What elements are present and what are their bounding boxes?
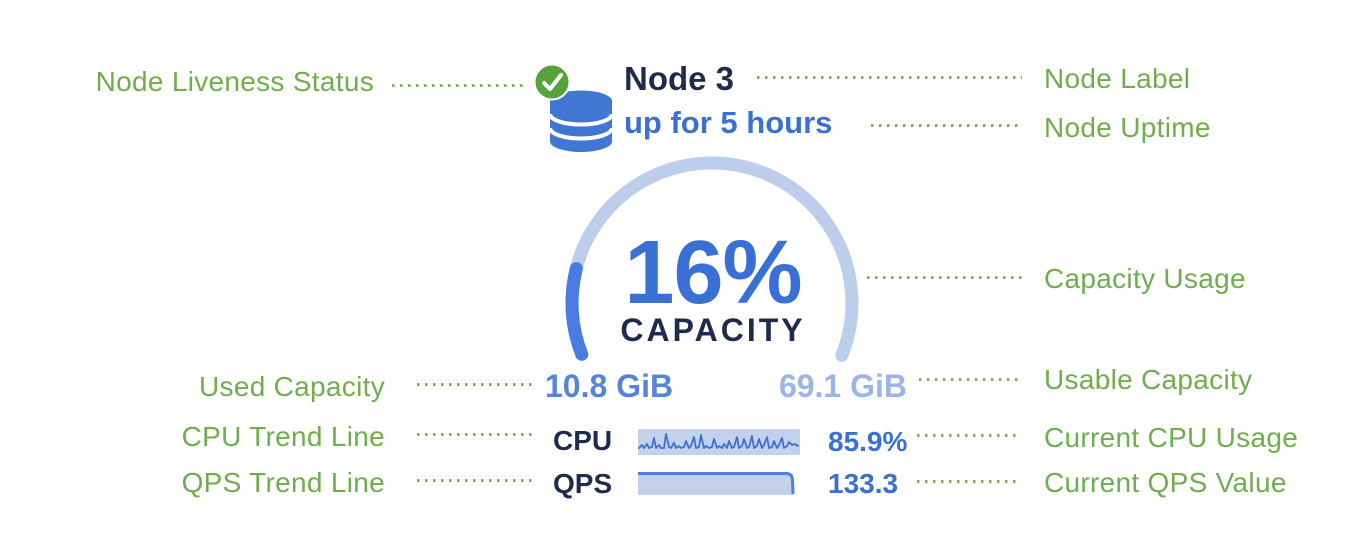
cpu-sparkline-line [638, 433, 799, 449]
annotation-node-uptime: Node Uptime [1044, 112, 1211, 143]
usable-capacity-value: 69.1 GiB [778, 368, 907, 404]
annotation-qps-trend-line: QPS Trend Line [181, 467, 385, 498]
node-uptime: up for 5 hours [624, 105, 833, 140]
leader-node-liveness-status [392, 84, 524, 87]
annotation-capacity-usage: Capacity Usage [1044, 263, 1246, 294]
annotation-cpu-trend-line: CPU Trend Line [181, 421, 385, 452]
qps-bar [638, 472, 795, 495]
leader-used-capacity [417, 383, 533, 386]
cpu-sparkline [638, 429, 800, 455]
leader-current-qps-value [917, 480, 1020, 483]
node-label: Node 3 [624, 60, 735, 97]
capacity-usage-percent: 16% [624, 223, 802, 323]
gauge-fill-arc [565, 262, 589, 361]
leader-qps-trend-line [417, 479, 533, 482]
leader-capacity-usage [867, 276, 1022, 279]
qps-bar-line [638, 472, 795, 495]
annotation-current-qps-value: Current QPS Value [1044, 467, 1287, 498]
annotation-node-label: Node Label [1044, 63, 1191, 94]
annotation-usable-capacity: Usable Capacity [1044, 364, 1253, 395]
annotation-current-cpu-usage: Current CPU Usage [1044, 422, 1299, 453]
leader-cpu-trend-line [417, 433, 533, 436]
leader-current-cpu-usage [917, 434, 1020, 437]
node-card[interactable]: Node 3 up for 5 hours 16% CAPACITY 10.8 … [525, 55, 915, 505]
annotation-used-capacity: Used Capacity [199, 371, 385, 402]
database-icon [548, 90, 614, 152]
leader-usable-capacity [919, 378, 1018, 381]
qps-label: QPS [553, 468, 613, 499]
capacity-caption: CAPACITY [620, 312, 806, 348]
capacity-gauge [565, 156, 859, 362]
qps-value: 133.3 [828, 468, 899, 499]
cpu-label: CPU [553, 425, 613, 456]
leader-node-label [757, 76, 1022, 79]
node-liveness-status-icon [533, 63, 571, 101]
cpu-value: 85.9% [828, 426, 908, 457]
used-capacity-value: 10.8 GiB [545, 368, 674, 404]
leader-node-uptime [871, 124, 1022, 127]
annotation-node-liveness-status: Node Liveness Status [95, 66, 374, 97]
